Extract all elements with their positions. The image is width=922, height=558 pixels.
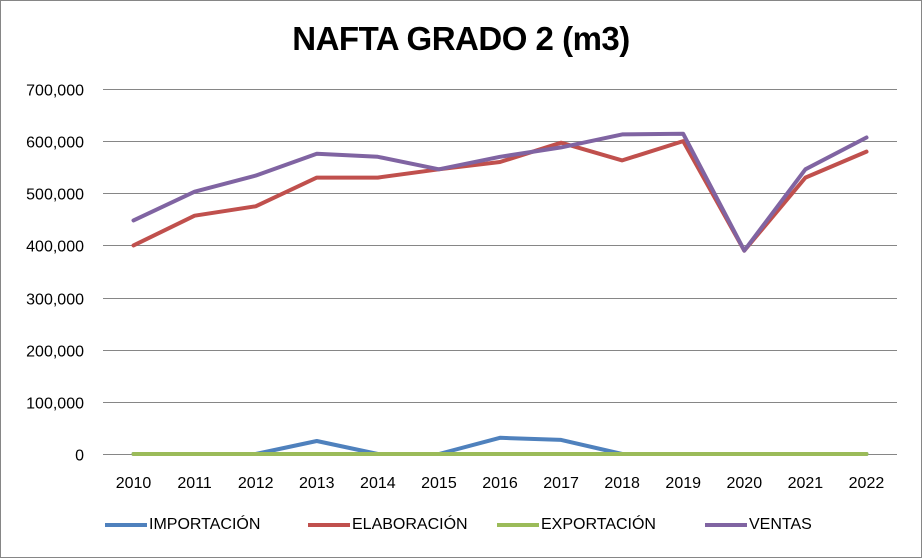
y-tick-label: 600,000 xyxy=(26,135,84,152)
y-tick-label: 0 xyxy=(75,448,84,465)
x-tick-label: 2018 xyxy=(604,475,640,492)
x-tick-label: 2017 xyxy=(543,475,579,492)
x-axis: 2010 2011 2012 2013 2014 2015 2016 2017 2018 2019… xyxy=(116,475,885,492)
x-tick-label: 2013 xyxy=(299,475,335,492)
x-tick-label: 2022 xyxy=(849,475,885,492)
chart-title: NAFTA GRADO 2 (m3) xyxy=(292,20,630,57)
y-tick-label: 100,000 xyxy=(26,396,84,413)
legend-item: EXPORTACIÓN xyxy=(497,512,656,538)
legend-item: VENTAS xyxy=(705,512,812,538)
x-tick-label: 2021 xyxy=(788,475,824,492)
y-tick-label: 500,000 xyxy=(26,187,84,204)
series-lines xyxy=(131,131,869,456)
y-tick-label: 300,000 xyxy=(26,292,84,309)
x-tick-label: 2014 xyxy=(360,475,396,492)
legend-swatch xyxy=(308,523,350,527)
legend-label: ELABORACIÓN xyxy=(352,516,468,533)
x-tick-label: 2010 xyxy=(116,475,152,492)
series-line-ventas xyxy=(131,131,869,253)
x-tick-label: 2015 xyxy=(421,475,457,492)
legend-item: IMPORTACIÓN xyxy=(105,512,260,538)
x-tick-label: 2012 xyxy=(238,475,274,492)
y-axis: 0 100,000 200,000 300,000 400,000 500,000 600,… xyxy=(26,83,84,465)
legend-label: VENTAS xyxy=(749,516,812,533)
x-tick-label: 2011 xyxy=(177,475,212,492)
legend-swatch xyxy=(105,523,147,527)
legend-item: ELABORACIÓN xyxy=(308,512,468,538)
y-tick-label: 200,000 xyxy=(26,344,84,361)
legend-swatch xyxy=(497,523,539,527)
x-tick-label: 2020 xyxy=(727,475,763,492)
series-line-importación xyxy=(131,435,869,456)
legend: IMPORTACIÓN ELABORACIÓN EXPORTACIÓN VENTAS xyxy=(0,512,922,538)
legend-label: IMPORTACIÓN xyxy=(149,516,261,533)
y-tick-label: 700,000 xyxy=(26,83,84,100)
x-tick-label: 2019 xyxy=(665,475,701,492)
gridlines xyxy=(103,89,897,455)
legend-label: EXPORTACIÓN xyxy=(541,516,656,533)
y-tick-label: 400,000 xyxy=(26,239,84,256)
legend-swatch xyxy=(705,523,747,527)
x-tick-label: 2016 xyxy=(482,475,518,492)
